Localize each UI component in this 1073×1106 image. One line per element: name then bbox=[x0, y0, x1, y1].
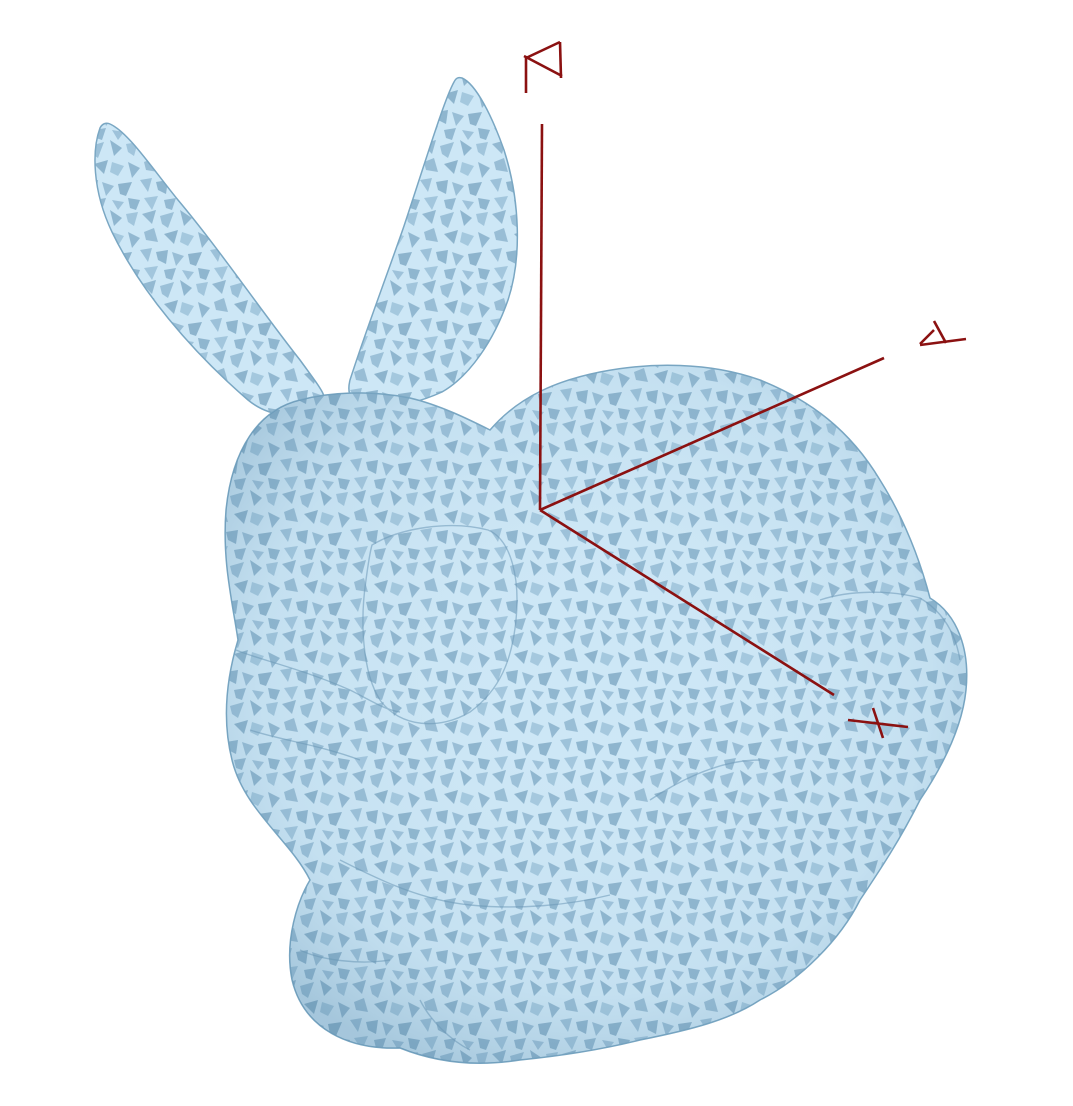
z-axis-line bbox=[538, 123, 544, 511]
y-axis-label: Y bbox=[0, 0, 967, 347]
y-axis-line bbox=[539, 356, 885, 512]
coordinate-axes: X Y Z bbox=[0, 0, 967, 739]
x-axis-line bbox=[539, 508, 835, 697]
svg-text:Y: Y bbox=[0, 0, 1, 1]
x-axis-label: X bbox=[0, 0, 909, 739]
svg-text:Z: Z bbox=[0, 0, 1, 1]
bunny-left-ear bbox=[94, 122, 326, 416]
bunny-mesh bbox=[94, 76, 968, 1064]
z-axis-label: Z bbox=[0, 0, 563, 93]
svg-text:X: X bbox=[0, 0, 1, 1]
bunny-contours bbox=[235, 524, 961, 1051]
bunny-body-shading bbox=[225, 365, 967, 1064]
bunny-right-ear bbox=[348, 76, 519, 408]
